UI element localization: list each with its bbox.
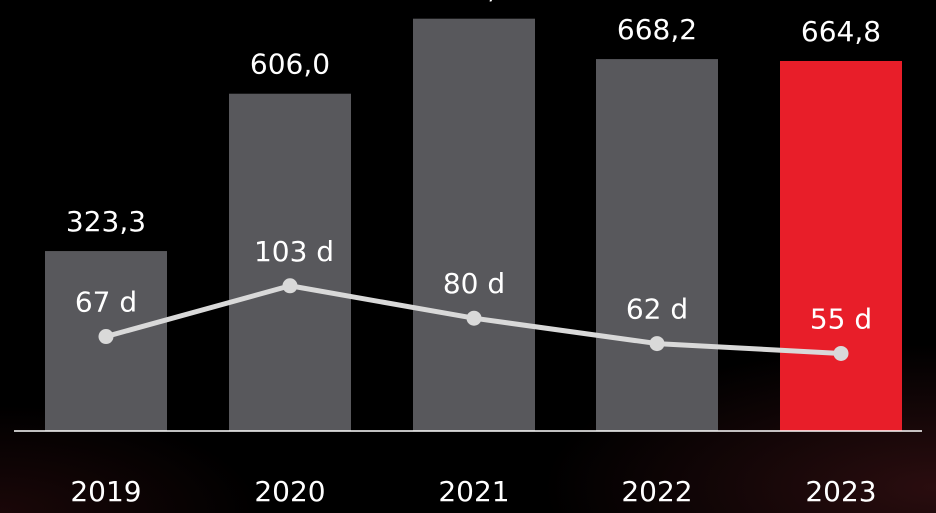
x-tick-label-2019: 2019 xyxy=(70,475,141,508)
bar-2023 xyxy=(780,60,902,431)
bar-2020 xyxy=(229,93,351,431)
bar-value-label-2019: 323,3 xyxy=(66,205,146,238)
x-tick-label-2022: 2022 xyxy=(621,475,692,508)
bar-value-label-2021: 740,8 xyxy=(434,0,514,6)
bar-value-label-2022: 668,2 xyxy=(617,13,697,46)
days-point-2021 xyxy=(466,310,482,326)
days-point-2020 xyxy=(282,278,298,294)
bar-2022 xyxy=(596,59,718,432)
days-point-2022 xyxy=(649,336,665,352)
days-label-2020: 103 d xyxy=(254,235,334,268)
days-label-2021: 80 d xyxy=(443,267,505,300)
x-tick-label-2021: 2021 xyxy=(438,475,509,508)
x-tick-label-2020: 2020 xyxy=(254,475,325,508)
days-point-2019 xyxy=(98,329,114,345)
bar-value-label-2020: 606,0 xyxy=(250,48,330,81)
bar-2021 xyxy=(413,18,535,432)
days-point-2023 xyxy=(833,345,849,361)
x-tick-label-2023: 2023 xyxy=(805,475,876,508)
days-label-2022: 62 d xyxy=(626,293,688,326)
days-label-2019: 67 d xyxy=(75,286,137,319)
bar-value-label-2023: 664,8 xyxy=(801,15,881,48)
days-label-2023: 55 d xyxy=(810,302,872,335)
